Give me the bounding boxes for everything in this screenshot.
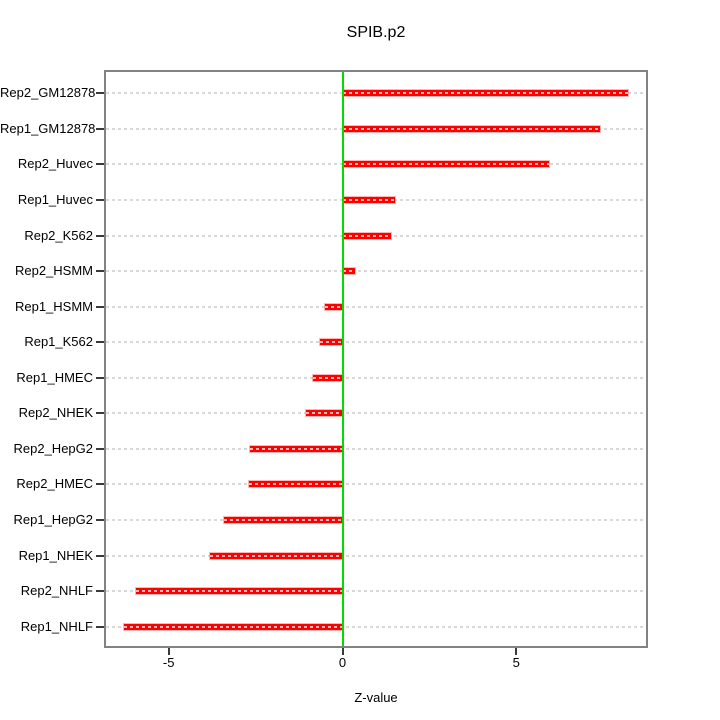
x-axis-label: Z-value	[354, 690, 398, 705]
bar-dash-pattern	[248, 483, 343, 486]
category-label: Rep1_HepG2	[13, 511, 94, 527]
y-axis-tick	[96, 92, 104, 95]
y-axis-tick	[96, 483, 104, 486]
category-label: Rep2_GM12878	[0, 85, 96, 101]
bar-dash-pattern	[325, 305, 343, 308]
row-gridline	[106, 447, 646, 450]
y-axis-tick	[96, 554, 104, 557]
category-label: Rep2_HepG2	[13, 440, 94, 456]
category-label: Rep1_Huvec	[17, 191, 93, 207]
bar-Rep1_GM12878	[342, 125, 600, 132]
bar-Rep2_HSMM	[342, 268, 355, 275]
bar-dash-pattern	[224, 518, 343, 521]
bar-dash-pattern	[210, 554, 343, 557]
x-axis-tick	[341, 648, 344, 655]
bar-Rep2_NHLF	[135, 588, 343, 595]
plot-area	[104, 70, 648, 648]
bar-dash-pattern	[306, 412, 343, 415]
row-gridline	[106, 554, 646, 557]
y-axis-tick	[96, 590, 104, 593]
category-label: Rep2_NHLF	[20, 583, 93, 599]
bar-dash-pattern	[123, 625, 343, 628]
bar-Rep1_HSMM	[325, 303, 343, 310]
row-gridline	[106, 341, 646, 344]
category-label: Rep2_K562	[24, 227, 93, 243]
bar-dash-pattern	[342, 92, 628, 95]
bar-dash-pattern	[319, 341, 343, 344]
x-axis-tick	[167, 648, 170, 655]
bar-dash-pattern	[342, 127, 600, 130]
category-label: Rep2_Huvec	[17, 156, 93, 172]
category-label: Rep1_NHLF	[20, 618, 93, 634]
x-axis-tick-label: 0	[338, 655, 347, 670]
bar-dash-pattern	[250, 447, 343, 450]
row-gridline	[106, 518, 646, 521]
y-axis-tick	[96, 163, 104, 166]
category-label: Rep1_K562	[24, 334, 93, 350]
bar-Rep1_HMEC	[312, 374, 343, 381]
bar-Rep2_HepG2	[250, 445, 343, 452]
chart-title: SPIB.p2	[346, 24, 406, 41]
bar-Rep1_NHLF	[123, 623, 343, 630]
bar-dash-pattern	[135, 590, 343, 593]
category-label: Rep2_NHEK	[18, 405, 93, 421]
bar-Rep2_NHEK	[306, 410, 343, 417]
row-gridline	[106, 412, 646, 415]
x-axis-tick-label: 5	[512, 655, 520, 670]
bar-Rep2_Huvec	[342, 161, 550, 168]
y-axis-tick	[96, 198, 104, 201]
category-label: Rep1_HMEC	[16, 369, 93, 385]
x-axis-tick	[515, 648, 518, 655]
bar-Rep1_Huvec	[342, 196, 395, 203]
y-axis-tick	[96, 270, 104, 273]
category-label: Rep1_GM12878	[0, 120, 96, 136]
category-label: Rep1_HSMM	[14, 298, 93, 314]
y-axis-tick	[96, 127, 104, 130]
bar-dash-pattern	[342, 234, 392, 237]
bar-dash-pattern	[342, 270, 355, 273]
bar-Rep1_K562	[319, 339, 343, 346]
y-axis-tick	[96, 625, 104, 628]
bar-dash-pattern	[312, 376, 343, 379]
row-gridline	[106, 376, 646, 379]
row-gridline	[106, 483, 646, 486]
y-axis-tick	[96, 518, 104, 521]
bar-Rep1_NHEK	[210, 552, 343, 559]
bar-Rep1_HepG2	[224, 516, 343, 523]
category-label: Rep1_NHEK	[18, 547, 93, 563]
row-gridline	[106, 590, 646, 593]
category-label: Rep2_HMEC	[16, 476, 93, 492]
bar-dash-pattern	[342, 198, 395, 201]
row-gridline	[106, 305, 646, 308]
bar-Rep2_HMEC	[248, 481, 343, 488]
bar-dash-pattern	[342, 163, 550, 166]
bar-Rep2_GM12878	[342, 90, 628, 97]
category-label: Rep2_HSMM	[14, 263, 93, 279]
zero-line	[341, 72, 344, 646]
y-axis-tick	[96, 305, 104, 308]
row-gridline	[106, 270, 646, 273]
y-axis-tick	[96, 447, 104, 450]
x-axis-tick-label: -5	[162, 655, 175, 670]
y-axis-tick	[96, 412, 104, 415]
bar-Rep2_K562	[342, 232, 392, 239]
y-axis-tick	[96, 234, 104, 237]
y-axis-tick	[96, 341, 104, 344]
y-axis-tick	[96, 376, 104, 379]
row-gridline	[106, 625, 646, 628]
